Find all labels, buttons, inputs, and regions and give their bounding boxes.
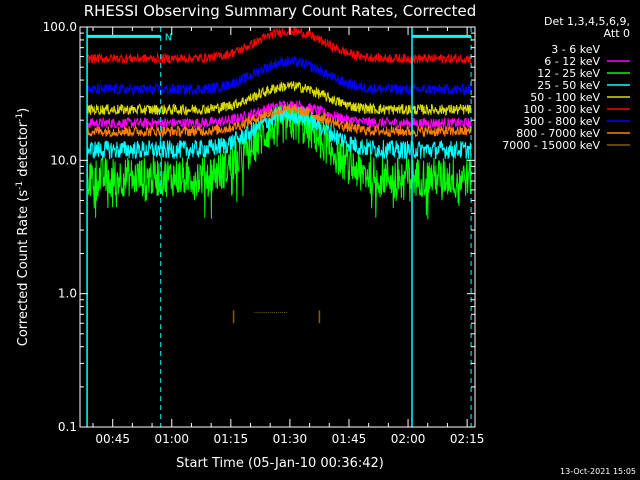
series-point-hi [258, 311, 260, 313]
y-axis-label: Corrected Count Rate (s-1 detector-1) [15, 108, 31, 346]
legend-label-5: 100 - 300 keV [523, 103, 600, 116]
series-point-hi [254, 311, 256, 313]
legend-label-6: 300 - 800 keV [523, 115, 600, 128]
series-point-hi [280, 311, 282, 313]
y-tick-label: 100.0 [43, 20, 77, 34]
y-axis: 0.1 1.0 10.0 100.0 [43, 20, 475, 434]
x-tick-label: 01:00 [154, 432, 189, 446]
x-tick-label: 02:00 [391, 432, 426, 446]
series-point-hi [270, 311, 272, 313]
series-point-hi [266, 311, 268, 313]
series-point-hi [285, 311, 287, 313]
chart-title: RHESSI Observing Summary Count Rates, Co… [84, 2, 477, 20]
legend-label-2: 12 - 25 keV [537, 67, 600, 80]
y-axis-label-main: Corrected Count Rate (s [16, 190, 31, 347]
series-point-hi [260, 311, 262, 313]
series-line-2 [86, 104, 472, 220]
series-line-7 [86, 104, 472, 139]
series-line-6 [86, 55, 472, 97]
legend-label-0: 3 - 6 keV [551, 43, 600, 56]
legend-label-3: 25 - 50 keV [537, 79, 600, 92]
x-axis-label: Start Time (05-Jan-10 00:36:42) [176, 456, 384, 471]
x-tick-label: 01:15 [214, 432, 249, 446]
series-point-hi [262, 311, 264, 313]
series-point-hi [272, 311, 274, 313]
x-axis: 00:45 01:00 01:15 01:30 01:45 02:00 02:15 [92, 27, 485, 446]
legend-label-8: 7000 - 15000 keV [502, 139, 600, 152]
marker-layer: N [86, 27, 472, 427]
series-point-hi [282, 311, 284, 313]
legend-label-1: 6 - 12 keV [544, 55, 600, 68]
y-axis-label-mid: detector [16, 121, 31, 181]
series-line-3 [86, 106, 472, 160]
x-tick-label: 01:30 [273, 432, 308, 446]
x-tick-label: 01:45 [332, 432, 367, 446]
legend-title-line1: Det 1,3,4,5,6,9, [544, 15, 630, 28]
series-line-4 [87, 81, 472, 116]
series-point-hi [276, 311, 278, 313]
x-tick-label: 02:15 [450, 432, 485, 446]
y-axis-label-end: ) [16, 108, 31, 113]
y-tick-label: 0.1 [58, 420, 77, 434]
y-tick-label: 10.0 [50, 153, 77, 167]
series-point-hi [264, 311, 266, 313]
x-tick-label: 00:45 [95, 432, 130, 446]
legend-label-7: 800 - 7000 keV [516, 127, 600, 140]
plot-frame [79, 26, 476, 428]
legend-label-4: 50 - 100 keV [530, 91, 600, 104]
y-axis-label-sup1: -1 [15, 181, 25, 190]
series-point-hi [283, 311, 285, 313]
y-axis-label-sup2: -1 [15, 113, 25, 122]
series-line-5 [86, 27, 472, 65]
legend-title-line2: Att 0 [604, 27, 630, 40]
series-point-hi [278, 311, 280, 313]
series-point-hi [274, 311, 276, 313]
y-tick-label: 1.0 [58, 287, 77, 301]
series-point-hi [256, 311, 258, 313]
series-layer [86, 27, 472, 324]
footer-date: 13-Oct-2021 15:05 [560, 467, 636, 476]
night-flag-label: N [165, 32, 172, 43]
series-point-hi [268, 311, 270, 313]
